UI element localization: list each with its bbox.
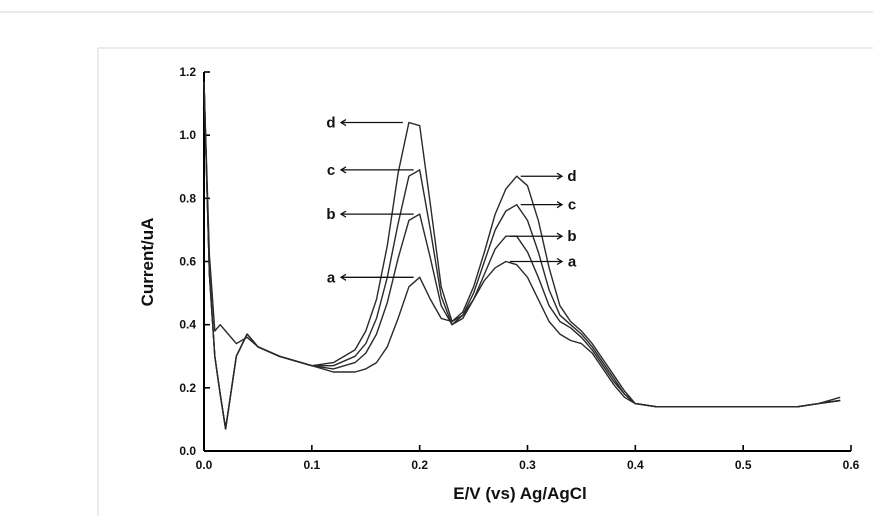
y-tick-label: 0.2: [179, 381, 196, 395]
x-tick-label: 0.6: [843, 458, 860, 472]
series-arrow-right-b-head: [556, 232, 564, 240]
y-ticks: 0.0 0.2 0.4 0.6 0.8 1.0 1.2: [179, 65, 210, 458]
series-arrow-right-c-head: [556, 201, 564, 209]
series-arrow-right-d-head: [556, 172, 564, 180]
series-label-right-d: d: [567, 168, 576, 185]
series-label-right-c: c: [568, 197, 576, 214]
x-tick-label: 0.2: [411, 458, 428, 472]
series-arrow-left-b-head: [339, 210, 347, 218]
x-ticks: 0.0 0.1 0.2 0.3 0.4 0.5 0.6: [196, 445, 860, 472]
x-tick-label: 0.0: [196, 458, 213, 472]
series-label-left-d: d: [326, 115, 335, 132]
series-label-left-c: c: [327, 162, 335, 179]
series-arrow-right-a-head: [556, 257, 564, 266]
series-label-right-a: a: [568, 254, 577, 271]
y-tick-label: 0.4: [179, 318, 196, 332]
y-tick-label: 0.6: [179, 255, 196, 269]
series-arrow-left-a-head: [339, 273, 347, 281]
x-tick-label: 0.3: [519, 458, 536, 472]
series-arrow-left-d-head: [339, 118, 347, 127]
x-tick-label: 0.1: [303, 458, 320, 472]
series-line-b: [203, 81, 841, 430]
x-axis-label: E/V (vs) Ag/AgCl: [453, 484, 587, 503]
series-label-left-a: a: [327, 269, 336, 286]
y-axis-label: Current/uA: [138, 218, 157, 307]
x-tick-label: 0.4: [627, 458, 644, 472]
y-tick-label: 1.0: [179, 128, 196, 142]
curves: [203, 81, 841, 430]
x-tick-label: 0.5: [735, 458, 752, 472]
series-label-left-b: b: [326, 206, 335, 223]
y-tick-label: 0.8: [179, 191, 196, 205]
series-line-d: [203, 81, 841, 430]
y-tick-label: 0.0: [179, 444, 196, 458]
series-line-c: [203, 81, 841, 430]
series-label-right-b: b: [567, 228, 576, 245]
y-tick-label: 1.2: [179, 65, 196, 79]
series-arrow-left-c-head: [339, 166, 347, 174]
